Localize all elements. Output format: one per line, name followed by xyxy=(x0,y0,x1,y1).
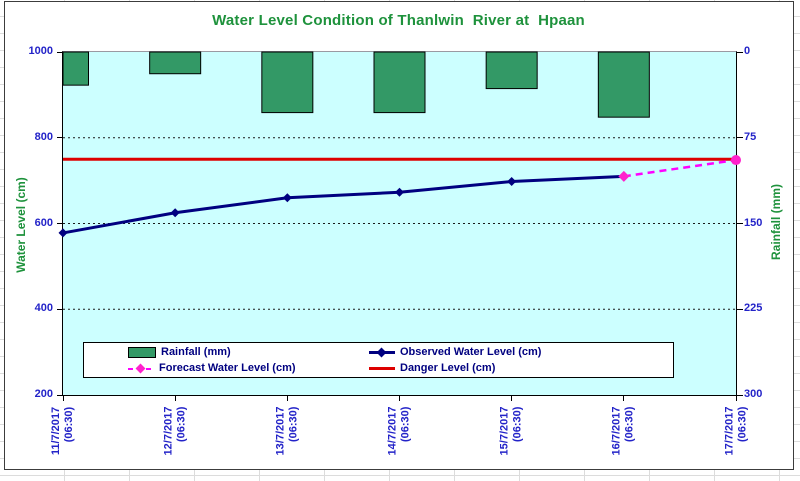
x-axis-label-date: 16/7/2017 xyxy=(610,406,623,456)
observed-marker xyxy=(170,208,180,218)
x-axis-label-date: 17/7/2017 xyxy=(723,406,735,456)
danger-line-swatch-icon xyxy=(369,364,395,373)
y-axis-left-tickmark xyxy=(57,51,63,53)
x-axis-label-wrap: 14/7/2017 (06:30) xyxy=(369,399,431,463)
y-axis-left-tick-label: 800 xyxy=(34,130,53,143)
observed-line xyxy=(62,174,624,235)
y-axis-right-tickmark xyxy=(737,394,743,396)
x-axis-label-date: 11/7/2017 xyxy=(50,406,62,456)
plot-area xyxy=(58,51,741,396)
y-axis-right-tickmark xyxy=(737,51,743,53)
x-axis-label: 17/7/2017 (06:30) xyxy=(723,407,749,456)
chart-title: Water Level Condition of Thanlwin River … xyxy=(212,12,585,29)
y-axis-left-tickmark xyxy=(57,394,63,396)
x-axis-label: 16/7/2017 (06:30) xyxy=(611,407,637,456)
y-axis-left-tickmark xyxy=(57,223,63,224)
y-axis-right-tickmark xyxy=(737,223,743,224)
x-axis-label-date: 12/7/2017 xyxy=(162,406,175,456)
legend-label-forecast: Forecast Water Level (cm) xyxy=(159,362,296,374)
rainfall-bar xyxy=(62,51,89,86)
y-axis-right-tickmark xyxy=(737,308,743,310)
x-axis-tickmark xyxy=(174,396,176,401)
legend: Rainfall (mm) Observed Water Level (cm) … xyxy=(83,342,674,378)
x-axis-label-time: (06:30) xyxy=(175,406,188,442)
observed-marker xyxy=(282,193,292,203)
y-axis-left-tick-label: 200 xyxy=(34,388,53,400)
y-axis-right-tickmark xyxy=(737,137,743,139)
y-axis-right-tick-label: 0 xyxy=(744,45,751,57)
legend-label-rainfall: Rainfall (mm) xyxy=(161,346,231,358)
rainfall-swatch-icon xyxy=(128,346,156,358)
rainfall-bar xyxy=(597,51,650,118)
legend-item-observed: Observed Water Level (cm) xyxy=(369,345,673,359)
x-axis-label-date: 15/7/2017 xyxy=(498,406,511,456)
x-axis-label-time: (06:30) xyxy=(399,406,412,442)
x-axis-label-time: (06:30) xyxy=(623,406,636,442)
x-axis-label: 12/7/2017 (06:30) xyxy=(162,407,188,456)
legend-item-rainfall: Rainfall (mm) xyxy=(84,345,369,359)
y-axis-right-tick-label: 225 xyxy=(744,302,763,315)
y-axis-left-tick-label: 400 xyxy=(34,302,53,315)
observed-marker xyxy=(58,228,68,238)
legend-label-observed: Observed Water Level (cm) xyxy=(400,346,542,358)
rainfall-bar xyxy=(485,51,538,90)
plot-canvas xyxy=(58,51,741,310)
legend-label-danger: Danger Level (cm) xyxy=(400,362,496,374)
x-axis-label-wrap: 12/7/2017 (06:30) xyxy=(144,399,206,463)
y-axis-right-tick-label: 150 xyxy=(744,216,763,229)
legend-item-danger: Danger Level (cm) xyxy=(369,361,673,375)
observed-marker xyxy=(507,176,517,186)
y-axis-left-tickmark xyxy=(57,308,63,310)
x-axis-tickmark xyxy=(286,396,288,401)
x-axis-label-wrap: 17/7/2017 (06:30) xyxy=(705,399,767,463)
x-axis-label-time: (06:30) xyxy=(736,406,748,442)
x-axis-label: 13/7/2017 (06:30) xyxy=(274,407,300,456)
y-axis-right-tick-label: 300 xyxy=(744,388,763,400)
x-axis-label: 15/7/2017 (06:30) xyxy=(499,407,525,456)
x-axis-tickmark xyxy=(623,396,625,401)
x-axis-tickmark xyxy=(735,396,737,401)
forecast-line-swatch-icon xyxy=(128,363,154,373)
legend-item-forecast: Forecast Water Level (cm) xyxy=(84,361,369,375)
rainfall-bar xyxy=(149,51,202,75)
rainfall-bar xyxy=(373,51,426,114)
y-axis-left-tick-label: 1000 xyxy=(28,45,53,57)
rainfall-bar xyxy=(261,51,314,114)
x-axis-label: 11/7/2017 (06:30) xyxy=(50,407,76,455)
forecast-start-marker xyxy=(618,170,630,182)
x-axis-label: 14/7/2017 (06:30) xyxy=(387,407,413,456)
x-axis-label-time: (06:30) xyxy=(511,406,524,442)
y-axis-left-tickmark xyxy=(57,137,63,139)
forecast-line xyxy=(623,158,737,178)
x-axis-tickmark xyxy=(511,396,513,401)
x-axis-label-date: 14/7/2017 xyxy=(386,406,399,456)
forecast-end-marker xyxy=(731,155,741,166)
x-axis-label-wrap: 15/7/2017 (06:30) xyxy=(481,399,543,463)
x-axis-label-time: (06:30) xyxy=(287,406,300,442)
x-axis-label-wrap: 16/7/2017 (06:30) xyxy=(593,399,655,463)
observed-line-swatch-icon xyxy=(369,347,395,357)
y-axis-right-tick-label: 75 xyxy=(744,130,757,143)
x-axis-label-wrap: 13/7/2017 (06:30) xyxy=(256,399,318,463)
x-axis-label-date: 13/7/2017 xyxy=(274,406,287,456)
x-axis-tickmark xyxy=(62,396,64,401)
x-axis-tickmark xyxy=(399,396,400,401)
observed-marker xyxy=(395,187,404,197)
y-axis-left-tick-label: 600 xyxy=(34,216,53,229)
x-axis-label-time: (06:30) xyxy=(63,406,75,443)
x-axis-label-wrap: 11/7/2017 (06:30) xyxy=(32,399,94,463)
